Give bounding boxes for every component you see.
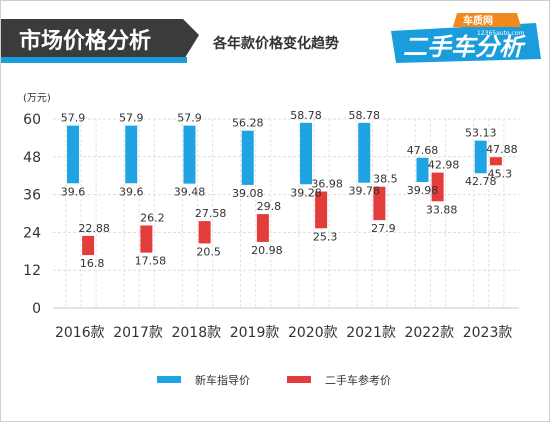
x-tick-label: 2022款 [404,325,454,341]
y-tick-label: 60 [23,112,41,128]
label-used-low: 17.58 [135,255,167,268]
label-used-high: 36.98 [311,178,343,191]
bar-guide-price [183,125,196,184]
y-axis-ticks: 0 12 24 36 48 60 [23,112,41,317]
bar-guide-price [358,122,371,183]
label-guide-low: 39.28 [290,186,322,199]
label-guide-high: 56.28 [232,117,264,130]
bar-used-price [140,225,153,253]
logo-text: 二手车分析 [403,33,526,61]
bar-used-price [431,172,444,202]
bar-guide-price [125,125,138,184]
y-tick-label: 48 [23,150,41,166]
y-tick-label: 0 [32,301,41,317]
bar-used-price [315,191,328,229]
label-guide-high: 57.9 [119,112,144,125]
logo-tag [453,13,521,27]
y-tick-label: 36 [23,188,41,204]
bar-guide-price [241,130,254,185]
label-guide-low: 39.08 [232,187,264,200]
label-used-high: 27.58 [195,207,227,220]
label-used-high: 47.88 [486,143,518,156]
bar-guide-price [474,140,487,174]
legend-label: 二手车参考价 [325,373,391,387]
label-used-low: 45.3 [488,167,513,180]
x-tick-label: 2018款 [171,325,221,341]
label-guide-high: 47.68 [407,144,439,157]
x-tick-label: 2023款 [463,325,513,341]
logo-small-text: 车质网 [463,14,493,27]
bar-used-price [256,214,269,242]
label-used-low: 25.3 [313,230,338,243]
x-tick-label: 2021款 [346,325,396,341]
bar-used-price [82,235,95,256]
bar-guide-price [299,122,312,185]
bar-used-price [489,157,502,166]
label-used-low: 20.5 [196,245,221,258]
label-guide-low: 39.48 [174,186,206,199]
data-labels: 57.9 39.6 22.88 16.8 57.9 39.6 26.2 17.58 57.9 39… [61,109,518,270]
label-used-high: 26.2 [140,211,165,224]
label-used-low: 16.8 [80,257,105,270]
title-banner [1,19,199,61]
label-guide-low: 42.78 [465,175,497,188]
x-tick-label: 2019款 [230,325,280,341]
plot-area: (万元) 0 12 24 36 48 60 57.9 39.6 22.88 16.8 57.9 39… [23,93,519,387]
label-used-low: 33.88 [426,203,458,216]
logo: 车质网 二手车分析 12365auto.com [391,13,541,63]
logo-badge [391,23,541,63]
label-guide-low: 39.6 [61,185,86,198]
label-used-high: 22.88 [78,222,110,235]
label-guide-high: 53.13 [465,127,497,140]
label-guide-high: 57.9 [61,112,86,125]
x-tick-label: 2020款 [288,325,338,341]
title-underline [1,57,187,63]
label-guide-low: 39.78 [348,185,380,198]
bar-used-price [373,186,386,221]
label-guide-high: 58.78 [290,109,322,122]
legend-swatch [287,376,311,383]
label-used-high: 38.5 [373,173,398,186]
legend-label: 新车指导价 [195,373,250,387]
label-guide-low: 39.98 [407,184,439,197]
logo-url: 12365auto.com [477,30,524,37]
header: 市场价格分析 各年款价格变化趋势 车质网 二手车分析 12365auto.com [1,13,541,63]
bars [66,122,502,256]
bar-guide-price [66,125,79,184]
x-tick-label: 2017款 [113,325,163,341]
page-subtitle: 各年款价格变化趋势 [212,35,339,52]
y-axis-unit-label: (万元) [23,93,51,104]
bar-guide-price [416,157,429,183]
legend-swatch [157,376,181,383]
x-tick-label: 2016款 [55,325,105,341]
label-guide-high: 58.78 [348,109,380,122]
label-used-low: 27.9 [371,222,396,235]
label-guide-high: 57.9 [177,112,202,125]
x-axis-labels: 2016款 2017款 2018款 2019款 2020款 2021款 2022款 2023款 [55,325,512,341]
page-title: 市场价格分析 [19,28,151,54]
legend: 新车指导价 二手车参考价 [157,373,391,387]
label-guide-low: 39.6 [119,185,144,198]
grid [53,118,519,309]
label-used-high: 29.8 [257,200,282,213]
label-used-low: 20.98 [251,244,283,257]
y-tick-label: 12 [23,263,41,279]
y-tick-label: 24 [23,225,41,241]
label-used-high: 42.98 [428,159,460,172]
bar-used-price [198,221,211,244]
